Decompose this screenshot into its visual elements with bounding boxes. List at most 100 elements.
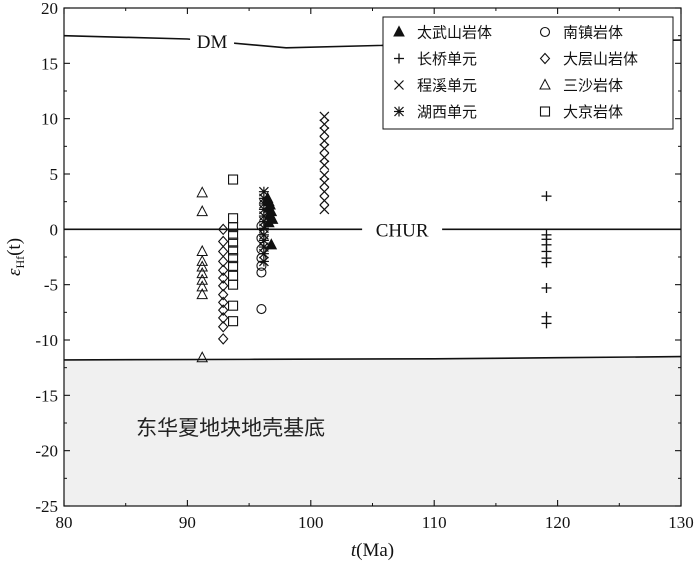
x-tick-label: 120 <box>545 513 571 532</box>
y-tick-label: 20 <box>41 0 58 18</box>
data-point-cross-10 <box>319 195 330 206</box>
y-tick-label: -15 <box>35 386 58 405</box>
data-point-triangle-open-1 <box>196 205 209 217</box>
data-point-asterisk-11 <box>258 256 269 267</box>
data-point-circle-5 <box>256 267 267 278</box>
x-tick-label: 130 <box>668 513 694 532</box>
y-tick-label: -10 <box>35 331 58 350</box>
y-axis-title: εHf(t) <box>4 238 27 276</box>
data-point-square-4 <box>228 237 239 248</box>
data-point-square-1 <box>228 213 239 224</box>
data-point-triangle-open-9 <box>196 351 209 363</box>
dm-label-background <box>190 29 235 52</box>
y-axis-title-variable: (t) <box>4 238 25 256</box>
x-tick-label: 100 <box>298 513 324 532</box>
x-axis-title-symbol: t <box>351 540 357 561</box>
data-point-square-8 <box>228 270 239 281</box>
x-axis-title: t(Ma) <box>351 540 394 561</box>
data-point-diamond-10 <box>217 312 229 324</box>
y-axis-ticks: -25 -20 -15 -10 -5 0 5 10 15 20 <box>35 0 681 516</box>
data-point-square-3 <box>228 229 239 240</box>
data-point-diamond-4 <box>217 264 229 277</box>
legend-marker-cross <box>394 80 404 90</box>
data-point-triangle-open-8 <box>196 288 209 300</box>
data-point-diamond-7 <box>217 288 229 301</box>
data-point-triangle-open-6 <box>196 273 209 285</box>
data-point-diamond-0 <box>217 223 229 236</box>
legend-marker-triangle-open <box>539 78 551 90</box>
y-axis-title-subscript: Hf <box>13 256 27 269</box>
y-tick-label: -5 <box>44 276 58 295</box>
data-point-cross-1 <box>319 119 330 130</box>
data-point-triangle-open-0 <box>196 186 209 198</box>
legend-label: 太武山岩体 <box>417 24 492 42</box>
data-point-triangle-open-7 <box>196 280 209 292</box>
legend-label: 长桥单元 <box>417 50 477 68</box>
data-point-diamond-6 <box>217 279 229 292</box>
legend-label: 大京岩体 <box>563 103 623 121</box>
x-axis-title-unit: (Ma) <box>356 540 394 561</box>
legend-marker-diamond <box>539 52 551 65</box>
crustal-basement-label: 东华夏地块地壳基底 <box>136 416 325 440</box>
legend-marker-square <box>539 106 551 117</box>
data-point-cross-9 <box>319 186 330 197</box>
legend-box <box>382 16 674 130</box>
data-point-square-7 <box>228 260 239 271</box>
data-point-square-11 <box>228 316 239 327</box>
data-point-diamond-12 <box>217 333 229 345</box>
data-point-plus-6 <box>541 257 552 268</box>
x-tick-label: 80 <box>56 513 73 532</box>
data-point-diamond-9 <box>217 304 229 316</box>
chur-label: CHUR <box>376 220 429 241</box>
legend-label: 三沙岩体 <box>563 77 623 95</box>
data-point-cross-5 <box>319 152 330 163</box>
data-point-plus-9 <box>541 318 552 329</box>
data-point-square-0 <box>228 174 239 185</box>
data-point-square-6 <box>228 253 239 264</box>
legend-marker-circle <box>539 26 551 38</box>
y-tick-label: 15 <box>41 54 58 73</box>
x-tick-label: 90 <box>179 513 196 532</box>
y-tick-label: 10 <box>41 110 58 129</box>
y-tick-label: -25 <box>35 497 58 516</box>
legend-label: 程溪单元 <box>417 77 477 95</box>
data-point-triangle-open-4 <box>196 260 209 272</box>
data-point-triangle-open-5 <box>196 267 209 279</box>
legend-label: 南镇岩体 <box>563 24 623 42</box>
legend-marker-triangle-filled <box>393 25 405 37</box>
data-point-cross-7 <box>319 170 330 181</box>
data-point-diamond-1 <box>217 235 229 248</box>
x-axis-ticks: 80 90 100 110 120 130 <box>56 8 694 532</box>
data-point-triangle-open-2 <box>196 244 209 256</box>
crustal-basement-region <box>64 356 681 506</box>
data-point-cross-3 <box>319 135 330 146</box>
data-point-square-9 <box>228 279 239 290</box>
x-tick-label: 110 <box>422 513 447 532</box>
data-point-cross-11 <box>319 204 330 215</box>
legend-marker-asterisk <box>394 106 404 117</box>
data-point-square-10 <box>228 300 239 311</box>
data-point-cross-0 <box>319 111 330 122</box>
data-point-cross-6 <box>319 160 330 171</box>
data-point-triangle-open-3 <box>196 254 209 266</box>
y-tick-label: -20 <box>35 442 58 461</box>
legend-marker-plus <box>394 53 404 64</box>
y-tick-label: 5 <box>50 165 59 184</box>
data-point-square-2 <box>228 222 239 233</box>
data-point-plus-7 <box>541 282 552 293</box>
data-point-cross-8 <box>319 177 330 188</box>
data-point-cross-4 <box>319 143 330 154</box>
data-point-cross-2 <box>319 127 330 137</box>
legend-label: 大层山岩体 <box>563 50 638 68</box>
y-axis-title-symbol: ε <box>4 268 25 276</box>
chur-label-background <box>362 217 443 242</box>
reference-lines: DM CHUR <box>63 29 682 361</box>
data-point-diamond-5 <box>217 272 229 284</box>
data-point-diamond-8 <box>217 296 229 309</box>
y-tick-label: 0 <box>50 220 59 239</box>
data-point-diamond-11 <box>217 320 229 333</box>
data-point-circle-6 <box>256 303 267 315</box>
data-points <box>196 111 552 363</box>
